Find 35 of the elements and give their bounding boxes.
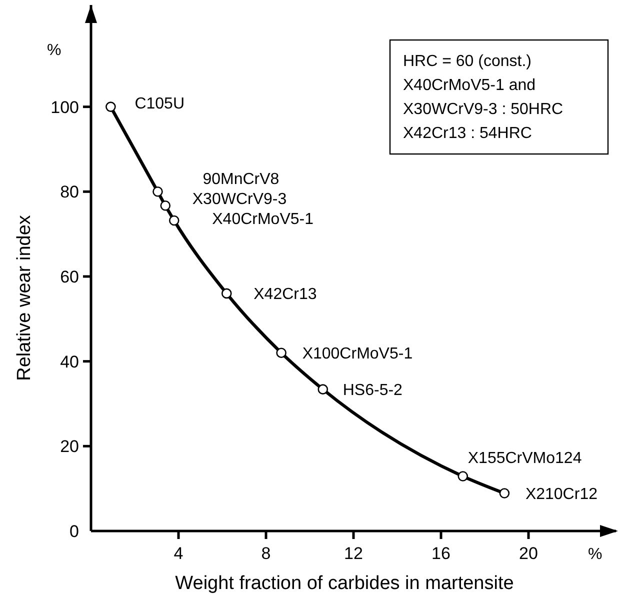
point: [458, 471, 468, 482]
point: [168, 215, 180, 226]
annotation: X100CrMoV5-1: [302, 345, 413, 362]
annotation: HRC = 60 (const.) X40CrMoV5-1 and X30WCrV9-3 : 50HRC X42Cr13 : 54HRC: [403, 53, 564, 142]
point: [152, 186, 163, 197]
point: [106, 102, 116, 112]
y-tick-label: 0: [70, 522, 79, 541]
note-box: HRC = 60 (const.) X40CrMoV5-1 and X30WCrV9-3 : 50HRC X42Cr13 : 54HRC: [389, 39, 609, 155]
x-tick-label: 16: [432, 544, 450, 563]
point: [318, 384, 328, 394]
x-tick-label: 20: [519, 544, 538, 563]
annotation: HS6-5-2: [342, 382, 403, 399]
y-tick-label: 60: [60, 267, 79, 286]
annotation: X30WCrV9-3: [192, 191, 287, 208]
annotation: X42Cr13: [254, 286, 317, 304]
y-tick-label: 100: [50, 98, 79, 117]
x-tick-label: 4: [174, 544, 184, 563]
y-tick-label: 80: [60, 182, 79, 202]
point: [276, 348, 286, 358]
x-tick-label: 8: [261, 544, 271, 563]
annotation: 90MnCrV8: [202, 171, 280, 188]
x-axis-title: Weight fraction of carbides in martensite: [175, 573, 514, 594]
y-axis-title: Relative wear index: [14, 214, 35, 381]
point: [221, 288, 232, 299]
point: [499, 488, 510, 498]
y-tick-label: 20: [60, 437, 79, 456]
y-tick-label: 40: [60, 352, 79, 372]
point: [160, 200, 171, 211]
text: %: [588, 546, 602, 563]
x-tick-label: 12: [344, 544, 363, 563]
annotation: C105U: [134, 95, 184, 112]
annotation: X155CrVMo124: [468, 450, 582, 467]
annotation: X210Cr12: [525, 486, 598, 503]
text: %: [47, 42, 62, 59]
annotation: X40CrMoV5-1: [212, 211, 314, 228]
